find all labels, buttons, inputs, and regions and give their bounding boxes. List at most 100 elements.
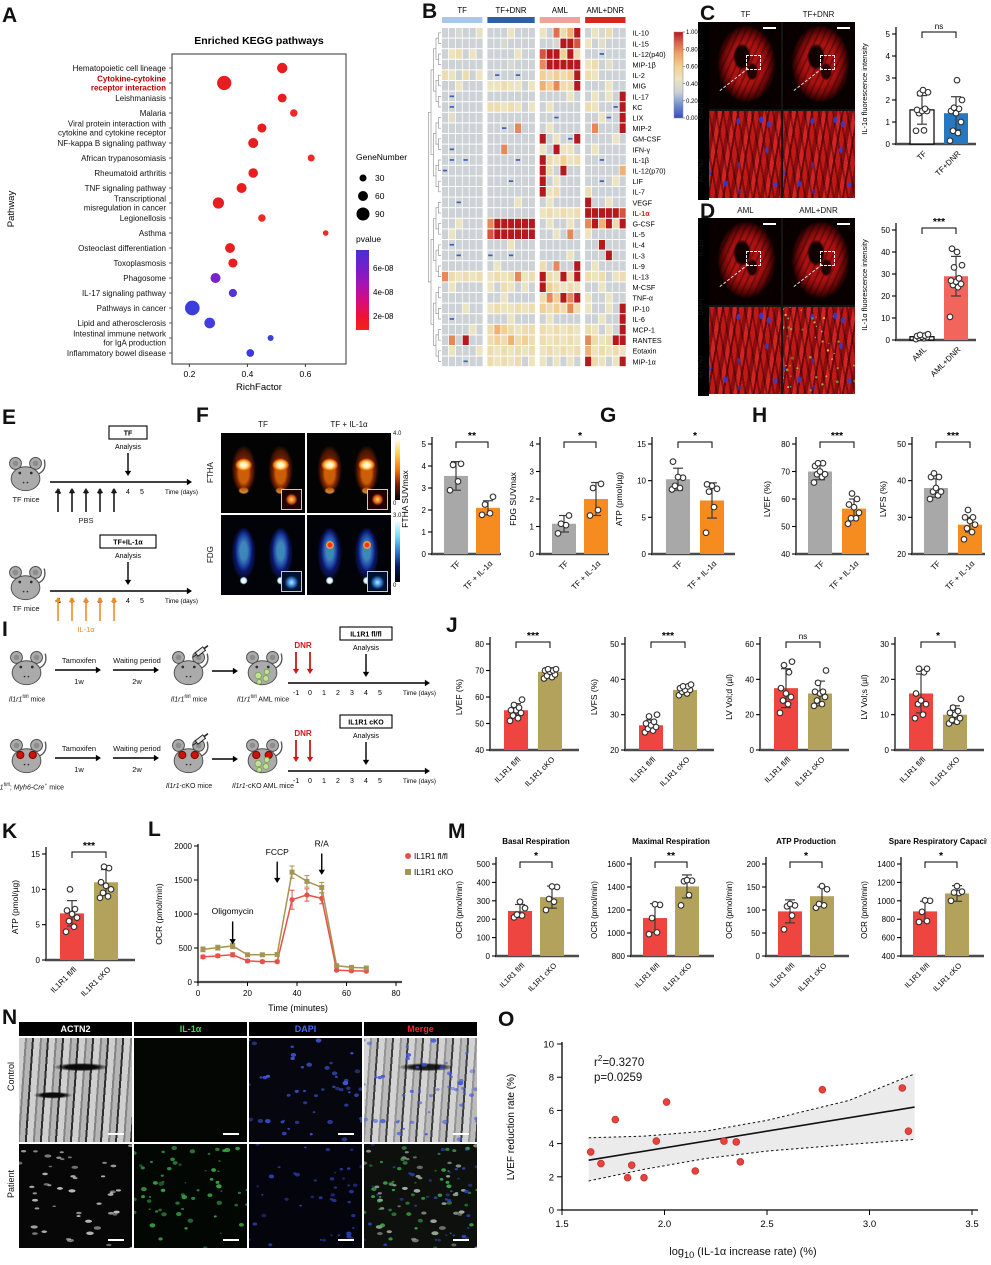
actn2-channel-label: ACTN2 xyxy=(698,158,705,182)
svg-text:4: 4 xyxy=(549,1139,554,1150)
svg-text:RichFactor: RichFactor xyxy=(236,382,282,393)
il1a-header: IL-1α xyxy=(134,1022,247,1036)
mouse-caption: Il1r1fl/fl mice xyxy=(8,695,46,704)
svg-text:TF + IL-1α: TF + IL-1α xyxy=(462,559,495,592)
panel-d-letter: D xyxy=(700,200,716,223)
svg-text:Toxoplasmosis: Toxoplasmosis xyxy=(114,259,166,268)
svg-text:300: 300 xyxy=(477,897,491,906)
svg-text:Lipid and atherosclerosis: Lipid and atherosclerosis xyxy=(78,319,167,328)
svg-text:20: 20 xyxy=(881,292,890,301)
svg-text:Hematopoietic cell lineage: Hematopoietic cell lineage xyxy=(73,64,167,73)
fdg-pet-tfil1a-image xyxy=(307,515,391,595)
svg-text:LVEF (%): LVEF (%) xyxy=(454,679,464,715)
svg-text:IL-4: IL-4 xyxy=(633,241,645,250)
svg-text:Eotaxin: Eotaxin xyxy=(633,347,657,356)
svg-text:PBS: PBS xyxy=(78,516,93,525)
svg-text:Analysis: Analysis xyxy=(115,553,142,560)
svg-text:IL-7: IL-7 xyxy=(633,188,645,197)
panel-j-letter: J xyxy=(446,614,458,637)
panel-m-letter: M xyxy=(448,820,466,843)
svg-text:200: 200 xyxy=(477,915,491,924)
svg-text:IL1R1 fl/fl: IL1R1 fl/fl xyxy=(493,755,523,785)
svg-text:50: 50 xyxy=(475,720,484,729)
svg-text:30: 30 xyxy=(880,640,889,649)
svg-text:ATP (pmol/µg): ATP (pmol/µg) xyxy=(614,472,624,526)
panel-j-lvvold-chart: 0 20 40 60 LV Vol;d (µl) IL1R1 fl/fl IL1R1 cKO… xyxy=(722,624,852,815)
svg-text:1000: 1000 xyxy=(607,929,625,938)
svg-text:IL1R1 cKO: IL1R1 cKO xyxy=(79,965,112,998)
texture-dots xyxy=(364,1144,477,1247)
svg-text:Viral protein interaction with: Viral protein interaction with xyxy=(68,120,166,129)
amldnr-heart-overview-image xyxy=(783,218,855,305)
svg-text:0.6: 0.6 xyxy=(299,369,311,379)
fdg-pet-tf-image xyxy=(221,515,305,595)
svg-text:2: 2 xyxy=(886,96,891,105)
control-il1a-image xyxy=(134,1038,247,1142)
panel-a-kegg-dotplot: Enriched KEGG pathways 0.2 0.4 0.6 RichFacto… xyxy=(4,10,450,409)
svg-text:6: 6 xyxy=(549,1106,554,1117)
svg-text:70: 70 xyxy=(781,468,790,477)
svg-text:Intestinal immune network: Intestinal immune network xyxy=(73,330,167,339)
svg-text:40: 40 xyxy=(897,477,906,486)
svg-text:40: 40 xyxy=(745,675,754,684)
texture-dots xyxy=(364,1144,477,1248)
svg-text:IL1R1 cKO: IL1R1 cKO xyxy=(928,755,961,788)
actn2-channel-label: ACTN2 xyxy=(698,354,705,378)
svg-text:1000: 1000 xyxy=(877,897,895,906)
ftha-scale-max: 4.0 xyxy=(393,431,402,437)
svg-text:IL-12(p40): IL-12(p40) xyxy=(633,50,666,59)
panel-d-col-amldnr: AML+DNR xyxy=(799,206,838,215)
patient-dapi-image xyxy=(249,1144,362,1248)
svg-text:20: 20 xyxy=(745,711,754,720)
svg-text:IL-1α: IL-1α xyxy=(77,625,95,634)
svg-text:4: 4 xyxy=(364,778,368,785)
svg-text:MIP-1α: MIP-1α xyxy=(633,357,656,366)
panel-d-channel-strip: IL-1α DAPI ACTN2 xyxy=(698,218,709,396)
svg-text:1400: 1400 xyxy=(877,860,895,869)
mouse-icon xyxy=(9,457,46,492)
svg-text:4: 4 xyxy=(886,52,891,61)
basal-respiration-chart: Basal Respiration 0 100 200 300 400 500 OCR (pm… xyxy=(452,834,582,1015)
svg-text:3: 3 xyxy=(530,468,535,477)
svg-text:TF+DNR: TF+DNR xyxy=(496,6,527,15)
svg-text:Phagosome: Phagosome xyxy=(123,274,166,283)
panel-i-letter: I xyxy=(2,618,8,641)
pet-col-tfil1a: TF + IL-1α xyxy=(330,420,368,429)
svg-text:20: 20 xyxy=(897,550,906,559)
svg-text:1600: 1600 xyxy=(607,860,625,869)
panel-c-il1a-intensity-chart: 0 1 2 3 4 5 IL-1α fluorescence intensity TF TF+D… xyxy=(859,10,979,213)
svg-text:TNF signaling pathway: TNF signaling pathway xyxy=(85,184,166,193)
ftha-pet-tf-image xyxy=(221,433,305,513)
svg-text:IL1R1 cKO: IL1R1 cKO xyxy=(796,961,828,993)
panel-h-lvef-chart: 40 50 60 70 80 LVEF (%) TF TF + IL-1α *** xyxy=(760,424,872,621)
svg-text:LVFS (%): LVFS (%) xyxy=(878,481,888,517)
svg-text:4: 4 xyxy=(364,690,368,697)
svg-text:10: 10 xyxy=(31,885,40,894)
svg-text:5: 5 xyxy=(378,690,382,697)
svg-text:20: 20 xyxy=(243,989,252,998)
tf-heart-overview-image xyxy=(709,22,781,109)
panel-c-col-tfdnr: TF+DNR xyxy=(802,10,835,19)
panel-c-block: IL-1α DAPI ACTN2 TF TF+DNR 0 1 2 3 4 5 IL-1α f… xyxy=(698,10,979,213)
ftha-scale-min: 0 xyxy=(393,501,397,507)
svg-text:Analysis: Analysis xyxy=(115,444,142,451)
svg-text:LIX: LIX xyxy=(633,114,644,123)
svg-text:1500: 1500 xyxy=(174,876,192,885)
amldnr-heart-zoom-image xyxy=(783,307,855,394)
panel-i-arm-flfl: Il1r1fl/fl mice Tamoxifen 1w Waiting period… xyxy=(4,625,442,722)
svg-text:TF: TF xyxy=(557,559,570,572)
svg-text:MCP-1: MCP-1 xyxy=(633,326,655,335)
mouse-icon xyxy=(9,566,46,601)
svg-text:80: 80 xyxy=(392,989,401,998)
svg-text:IL1R1 fl/fl: IL1R1 fl/fl xyxy=(628,755,658,785)
svg-text:IL-9: IL-9 xyxy=(633,262,645,271)
svg-text:***: *** xyxy=(662,630,675,642)
mouse-caption: Il1r1fl/fl; Myh6-Cre+ mice xyxy=(0,783,65,792)
texture-dots xyxy=(709,312,778,391)
svg-text:OCR (pmol/min): OCR (pmol/min) xyxy=(590,881,599,939)
fdg-scale-min: 0 xyxy=(393,583,397,589)
svg-text:TF: TF xyxy=(457,6,467,15)
svg-text:2: 2 xyxy=(336,778,340,785)
mouse-caption: Il1r1-cKO mice xyxy=(165,783,213,790)
pet-row-ftha: FTHA xyxy=(206,462,215,484)
